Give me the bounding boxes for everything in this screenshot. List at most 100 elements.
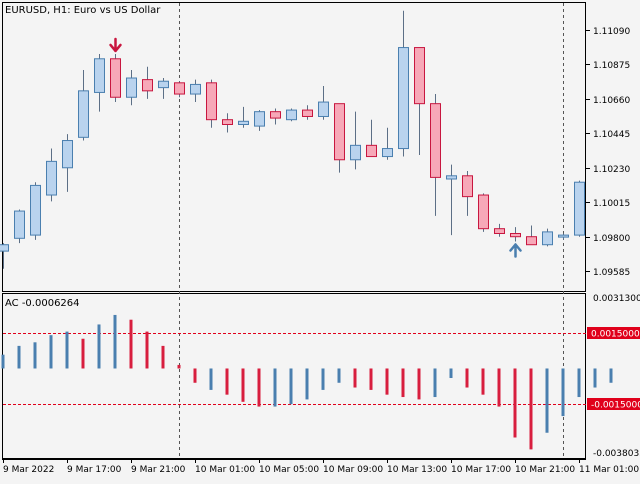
price-axis-label: 1.10015: [593, 199, 630, 209]
price-axis-label: 1.09800: [593, 234, 630, 244]
bull-candle-body: [318, 101, 329, 117]
ac-histogram-bar: [161, 345, 165, 369]
ac-histogram-bar: [497, 368, 501, 407]
ac-histogram-bar: [193, 368, 197, 383]
ac-histogram-bar: [257, 368, 261, 407]
time-axis-label: 10 Mar 09:00: [323, 465, 383, 475]
ac-histogram-bar: [465, 368, 469, 388]
bear-candle-body: [302, 109, 313, 117]
bull-candle-body: [46, 160, 57, 196]
price-axis-label: 1.10875: [593, 61, 630, 71]
indicator-panel-frame: [2, 293, 586, 459]
ac-histogram-bar: [97, 324, 101, 369]
indicator-axis-label: -0.0038035: [593, 449, 640, 459]
ac-histogram-bar: [177, 364, 181, 369]
bear-candle-body: [414, 47, 425, 105]
bull-candle-body: [446, 175, 457, 180]
bull-candle-body: [542, 231, 553, 246]
time-axis-label: 11 Mar 01:00: [579, 465, 639, 475]
bull-candle-body: [382, 148, 393, 158]
ac-histogram-bar: [273, 368, 277, 407]
price-axis-label: 1.11090: [593, 27, 630, 37]
ac-histogram-bar: [513, 368, 517, 438]
bull-candle-body: [94, 58, 105, 93]
ac-histogram-bar: [449, 368, 453, 379]
ac-histogram-bar: [129, 319, 133, 369]
bull-candle-body: [558, 234, 569, 238]
ac-histogram-bar: [321, 368, 325, 390]
ac-histogram-bar: [113, 314, 117, 369]
signal-arrows: [109, 37, 522, 258]
ac-histogram-bar: [145, 331, 149, 369]
bear-candle-body: [174, 82, 185, 95]
level-value-badge: [587, 398, 640, 410]
ac-histogram-bar: [561, 368, 565, 417]
ac-histogram-bar: [49, 335, 53, 369]
bull-candle-body: [62, 140, 73, 169]
level-value-label: 0.0015000: [591, 330, 640, 340]
indicator-axis: 0.0031300 -0.0038035 0.0015000 -0.0015000: [587, 294, 640, 459]
bull-candle-body: [0, 244, 9, 252]
ac-histogram-bar: [417, 368, 421, 400]
ac-histogram-bar: [17, 345, 21, 369]
price-axis-label: 1.10230: [593, 165, 630, 175]
bull-candle-body: [254, 111, 265, 127]
candles: [0, 10, 585, 269]
buy-arrow-icon: [509, 243, 522, 258]
bull-candle-body: [158, 80, 169, 89]
ac-histogram-bar: [241, 368, 245, 402]
ac-histogram-bar: [81, 338, 85, 369]
bull-candle-body: [126, 77, 137, 98]
bull-candle-body: [398, 47, 409, 150]
ac-histogram-bar: [593, 368, 597, 388]
ac-histogram-bar: [401, 368, 405, 398]
bear-candle-body: [478, 194, 489, 230]
bear-candle-body: [510, 232, 521, 238]
time-axis: 9 Mar 2022 9 Mar 17:00 9 Mar 21:00 10 Mar 0…: [3, 459, 639, 475]
bear-candle-body: [110, 58, 121, 98]
bear-candle-body: [366, 144, 377, 158]
bear-candle-body: [526, 236, 537, 246]
bull-candle-body: [574, 181, 585, 236]
ac-histogram-bar: [433, 368, 437, 398]
bull-candle-body: [30, 184, 41, 236]
bull-candle-body: [350, 144, 361, 161]
ac-histogram-bar: [1, 354, 5, 369]
bear-candle-body: [270, 111, 281, 119]
time-axis-label: 10 Mar 21:00: [515, 465, 575, 475]
time-axis-label: 10 Mar 13:00: [387, 465, 447, 475]
indicator-axis-label: 0.0031300: [593, 294, 640, 304]
sell-arrow-icon: [109, 37, 122, 53]
price-axis-label: 1.10660: [593, 96, 630, 106]
time-axis-label: 10 Mar 05:00: [259, 465, 319, 475]
level-value-badge: [587, 327, 640, 339]
bear-candle-body: [430, 103, 441, 178]
time-axis-label: 9 Mar 21:00: [131, 465, 186, 475]
bear-candle-body: [462, 175, 473, 198]
bear-candle-body: [142, 79, 153, 92]
time-axis-label: 10 Mar 17:00: [451, 465, 511, 475]
bear-candle-body: [222, 119, 233, 125]
chart-title: EURUSD, H1: Euro vs US Dollar: [5, 5, 161, 16]
ac-histogram-bar: [545, 368, 549, 433]
ac-histogram-bar: [209, 368, 213, 390]
time-axis-label: 9 Mar 2022: [3, 465, 54, 475]
ac-histogram-bar: [577, 368, 581, 398]
ac-histogram-bar: [353, 368, 357, 388]
bull-candle-body: [14, 210, 25, 239]
ac-histogram-bar: [529, 368, 533, 450]
price-axis: 1.11090 1.10875 1.10660 1.10445 1.10230 1.100…: [586, 27, 630, 278]
bull-candle-body: [190, 83, 201, 95]
ac-histogram-bar: [481, 368, 485, 395]
ac-histogram-bar: [369, 368, 373, 390]
bull-candle-body: [78, 90, 89, 138]
bull-candle-body: [238, 120, 249, 125]
ac-histogram: [1, 314, 613, 450]
ac-histogram-bar: [305, 368, 309, 400]
bear-candle-body: [494, 228, 505, 234]
bear-candle-body: [334, 103, 345, 161]
ac-histogram-bar: [33, 342, 37, 369]
bear-candle-body: [206, 82, 217, 121]
